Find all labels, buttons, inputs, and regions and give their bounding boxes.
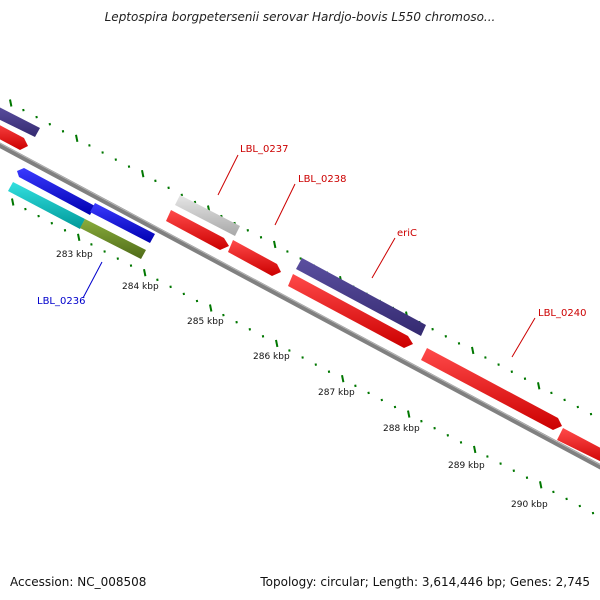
feature-red-right[interactable] [557,428,600,466]
gene-label-lbl0236[interactable]: LBL_0236 [37,296,85,307]
feature-olive-lbl0236[interactable] [80,219,146,259]
tick-major [273,240,277,249]
feature-red-lbl0240[interactable] [421,348,562,430]
topology-text: Topology: circular; Length: 3,614,446 bp… [260,575,590,589]
tick-major [407,410,411,418]
feature-blue-lower[interactable] [90,203,155,243]
feature-red-lbl0238[interactable] [228,240,281,276]
gene-label-lbl0238[interactable]: LBL_0238 [298,174,346,185]
tick-major [75,134,79,142]
tick-major [341,375,345,383]
tick-label-286: 286 kbp [253,352,290,362]
feature-blue-upper[interactable] [17,168,95,215]
tick-major [77,233,81,241]
feature-slate-eric[interactable] [296,258,426,336]
tick-major [143,269,147,277]
genome-backbone [0,142,600,470]
tick-major [471,346,475,355]
tick-major [141,170,145,178]
tick-major [9,99,13,107]
tick-label-287: 287 kbp [318,388,355,398]
tick-label-290: 290 kbp [511,500,548,510]
tick-label-285: 285 kbp [187,317,224,327]
callout-lbl0240 [511,317,536,358]
tick-major [539,481,543,489]
tick-track-lower [11,198,595,515]
tick-label-288: 288 kbp [383,424,420,434]
accession-text: Accession: NC_008508 [10,575,147,589]
gene-label-lbl0237[interactable]: LBL_0237 [240,144,288,155]
tick-track-upper [9,99,593,416]
gene-label-eric[interactable]: eriC [397,228,417,239]
tick-label-284: 284 kbp [122,282,159,292]
tick-major [537,382,541,390]
map-title: Leptospira borgpetersenii serovar Hardjo… [104,10,496,24]
callout-lbl0236 [82,261,103,299]
callout-lbl0237 [217,154,239,196]
feature-red-eric[interactable] [288,274,413,348]
tick-major [473,445,477,454]
tick-major [209,304,213,312]
callout-eric [371,237,396,279]
callout-lbl0238 [274,183,296,226]
tick-major [11,198,15,206]
tick-label-283: 283 kbp [56,250,93,260]
gene-label-lbl0240[interactable]: LBL_0240 [538,308,586,319]
feature-cyan-lbl0236[interactable] [8,182,85,229]
feature-red-left[interactable] [0,120,28,150]
genome-backbone-highlight [0,142,600,466]
tick-major [275,339,279,348]
feature-grey-lbl0237[interactable] [175,195,240,236]
feature-red-lbl0237[interactable] [166,210,229,250]
tick-label-289: 289 kbp [448,461,485,471]
feature-slate-topleft[interactable] [0,105,40,137]
